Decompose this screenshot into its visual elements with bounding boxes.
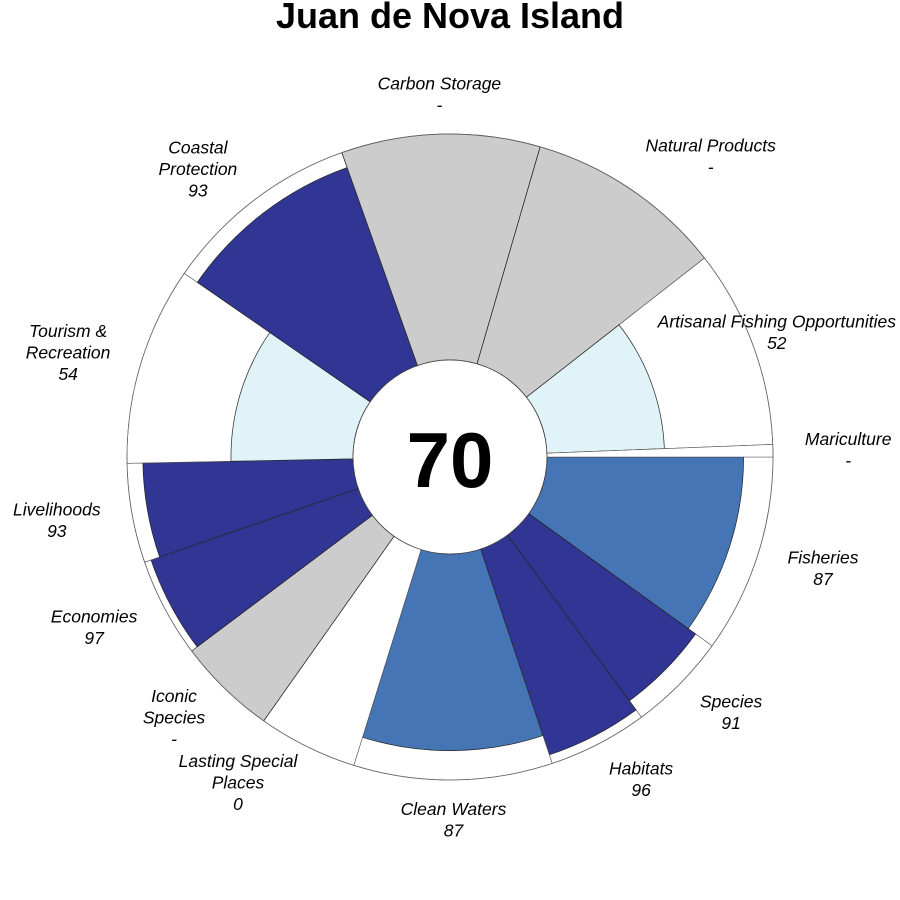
label-value-artisanal-fishing-opportunities: 52: [767, 333, 787, 353]
label-natural-products: Natural Products -: [646, 136, 777, 178]
label-name-carbon-storage: Carbon Storage: [378, 73, 502, 93]
label-name-mariculture: Mariculture: [805, 429, 892, 449]
label-tourism-recreation: Tourism & Recreation 54: [26, 321, 111, 384]
label-habitats: Habitats 96: [609, 759, 673, 801]
label-name-coastal-protection: Protection: [159, 159, 238, 179]
label-value-economies: 97: [84, 628, 105, 648]
label-coastal-protection: Coastal Protection 93: [159, 137, 238, 200]
label-economies: Economies 97: [51, 606, 138, 648]
overall-score: 70: [407, 416, 494, 504]
label-name-clean-waters: Clean Waters: [401, 799, 507, 819]
label-value-tourism-recreation: 54: [58, 364, 78, 384]
label-value-coastal-protection: 93: [188, 180, 208, 200]
label-value-livelihoods: 93: [47, 521, 67, 541]
label-name-fisheries: Fisheries: [788, 548, 859, 568]
label-value-carbon-storage: -: [436, 95, 442, 115]
label-value-mariculture: -: [845, 451, 851, 471]
label-name-natural-products: Natural Products: [646, 136, 777, 156]
label-name-tourism-recreation: Tourism &: [29, 321, 107, 341]
label-clean-waters: Clean Waters 87: [401, 799, 507, 841]
label-iconic-species: Iconic Species -: [143, 686, 206, 749]
label-fisheries: Fisheries 87: [788, 548, 859, 590]
label-value-species: 91: [721, 713, 740, 733]
label-name-livelihoods: Livelihoods: [13, 500, 101, 520]
label-artisanal-fishing-opportunities: Artisanal Fishing Opportunities 52: [657, 311, 897, 353]
label-value-lasting-special-places: 0: [233, 794, 243, 814]
label-species: Species 91: [700, 692, 763, 734]
label-name-lasting-special-places: Lasting Special: [179, 751, 299, 771]
chart-title: Juan de Nova Island: [276, 0, 624, 36]
label-name-coastal-protection: Coastal: [168, 137, 228, 157]
label-lasting-special-places: Lasting Special Places 0: [179, 751, 299, 814]
label-name-habitats: Habitats: [609, 759, 673, 779]
label-value-natural-products: -: [708, 157, 714, 177]
label-mariculture: Mariculture -: [805, 429, 892, 471]
label-carbon-storage: Carbon Storage -: [378, 73, 502, 115]
label-livelihoods: Livelihoods 93: [13, 500, 101, 542]
label-name-iconic-species: Species: [143, 707, 206, 727]
label-value-fisheries: 87: [813, 569, 834, 589]
label-value-habitats: 96: [631, 780, 651, 800]
outer-ring: [126, 133, 774, 781]
petal-group: [126, 133, 774, 781]
label-name-economies: Economies: [51, 606, 138, 626]
label-value-iconic-species: -: [171, 729, 177, 749]
label-name-lasting-special-places: Places: [212, 773, 265, 793]
label-name-artisanal-fishing-opportunities: Artisanal Fishing Opportunities: [657, 311, 897, 331]
center-disc: [352, 359, 548, 555]
label-value-clean-waters: 87: [444, 821, 465, 841]
label-name-species: Species: [700, 692, 763, 712]
label-name-iconic-species: Iconic: [151, 686, 197, 706]
label-name-tourism-recreation: Recreation: [26, 342, 111, 362]
